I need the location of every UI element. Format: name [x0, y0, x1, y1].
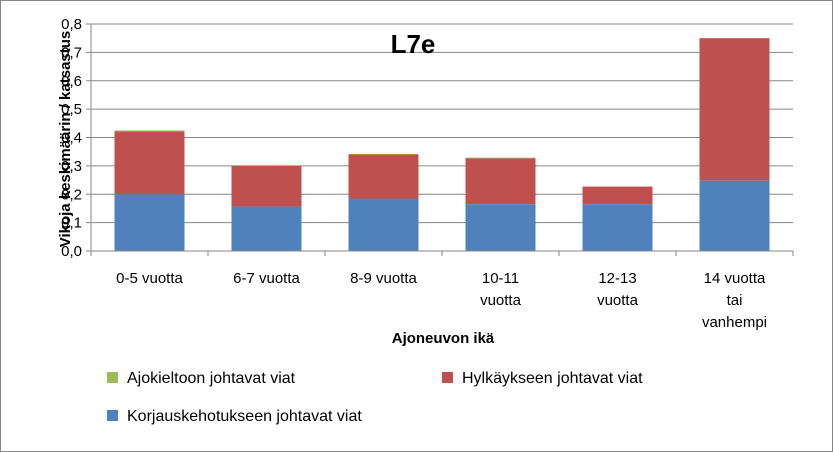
bar-segment [348, 153, 419, 155]
bar-segment [114, 194, 185, 251]
bar-segment [582, 204, 653, 251]
y-tick-label: 0,5 [61, 101, 82, 118]
x-tick-label: 12-13 vuotta [597, 270, 639, 309]
y-tick-label: 0,4 [61, 130, 82, 147]
x-tick-label: 0-5 vuotta [116, 270, 183, 287]
y-tick-label: 0,3 [61, 158, 82, 175]
bar-segment [465, 204, 536, 251]
y-tick-label: 0,0 [61, 243, 82, 260]
bar-segment [699, 38, 770, 181]
y-tick-label: 0,6 [61, 73, 82, 90]
bars [114, 38, 770, 251]
legend-label: Hylkäykseen johtavat viat [462, 370, 643, 387]
y-tick-label: 0,8 [61, 16, 82, 33]
legend-label: Korjauskehotukseen johtavat viat [127, 408, 362, 425]
legend: Ajokieltoon johtavat viat Hylkäykseen joh… [107, 370, 643, 425]
y-tick-labels: 0,0 0,1 0,2 0,3 0,4 0,5 0,6 0,7 0,8 [61, 16, 82, 260]
bar-segment [231, 165, 302, 166]
x-tick-labels: 0-5 vuotta 6-7 vuotta 8-9 vuotta 10-11 vuott… [116, 270, 767, 331]
x-tick-label: 8-9 vuotta [350, 270, 417, 287]
bar-segment [699, 180, 770, 251]
bar-segment [114, 131, 185, 195]
y-tick-label: 0,7 [61, 44, 82, 61]
legend-swatch [442, 372, 453, 383]
bar-segment [114, 130, 185, 132]
legend-swatch [107, 372, 118, 383]
bar-segment [582, 186, 653, 205]
x-axis-title: Ajoneuvon ikä [392, 330, 495, 347]
bar-segment [231, 165, 302, 207]
legend-label: Ajokieltoon johtavat viat [127, 370, 296, 387]
legend-swatch [107, 410, 118, 421]
bar-segment [348, 154, 419, 199]
chart-title: L7e [391, 29, 436, 59]
y-axis-title: Vikoja keskimäärin / katsastus [57, 31, 74, 248]
y-tick-label: 0,2 [61, 186, 82, 203]
y-tick-label: 0,1 [61, 215, 82, 232]
x-tick-label: 10-11 vuotta [480, 270, 522, 309]
bar-segment [465, 158, 536, 205]
gridlines [91, 23, 793, 224]
bar-segment [348, 198, 419, 251]
bar-segment [231, 206, 302, 251]
x-tick-label: 6-7 vuotta [233, 270, 300, 287]
axis-ticks [86, 23, 794, 256]
x-tick-label: 14 vuotta tai vanhempi [702, 270, 767, 331]
bar-segment [465, 157, 536, 159]
